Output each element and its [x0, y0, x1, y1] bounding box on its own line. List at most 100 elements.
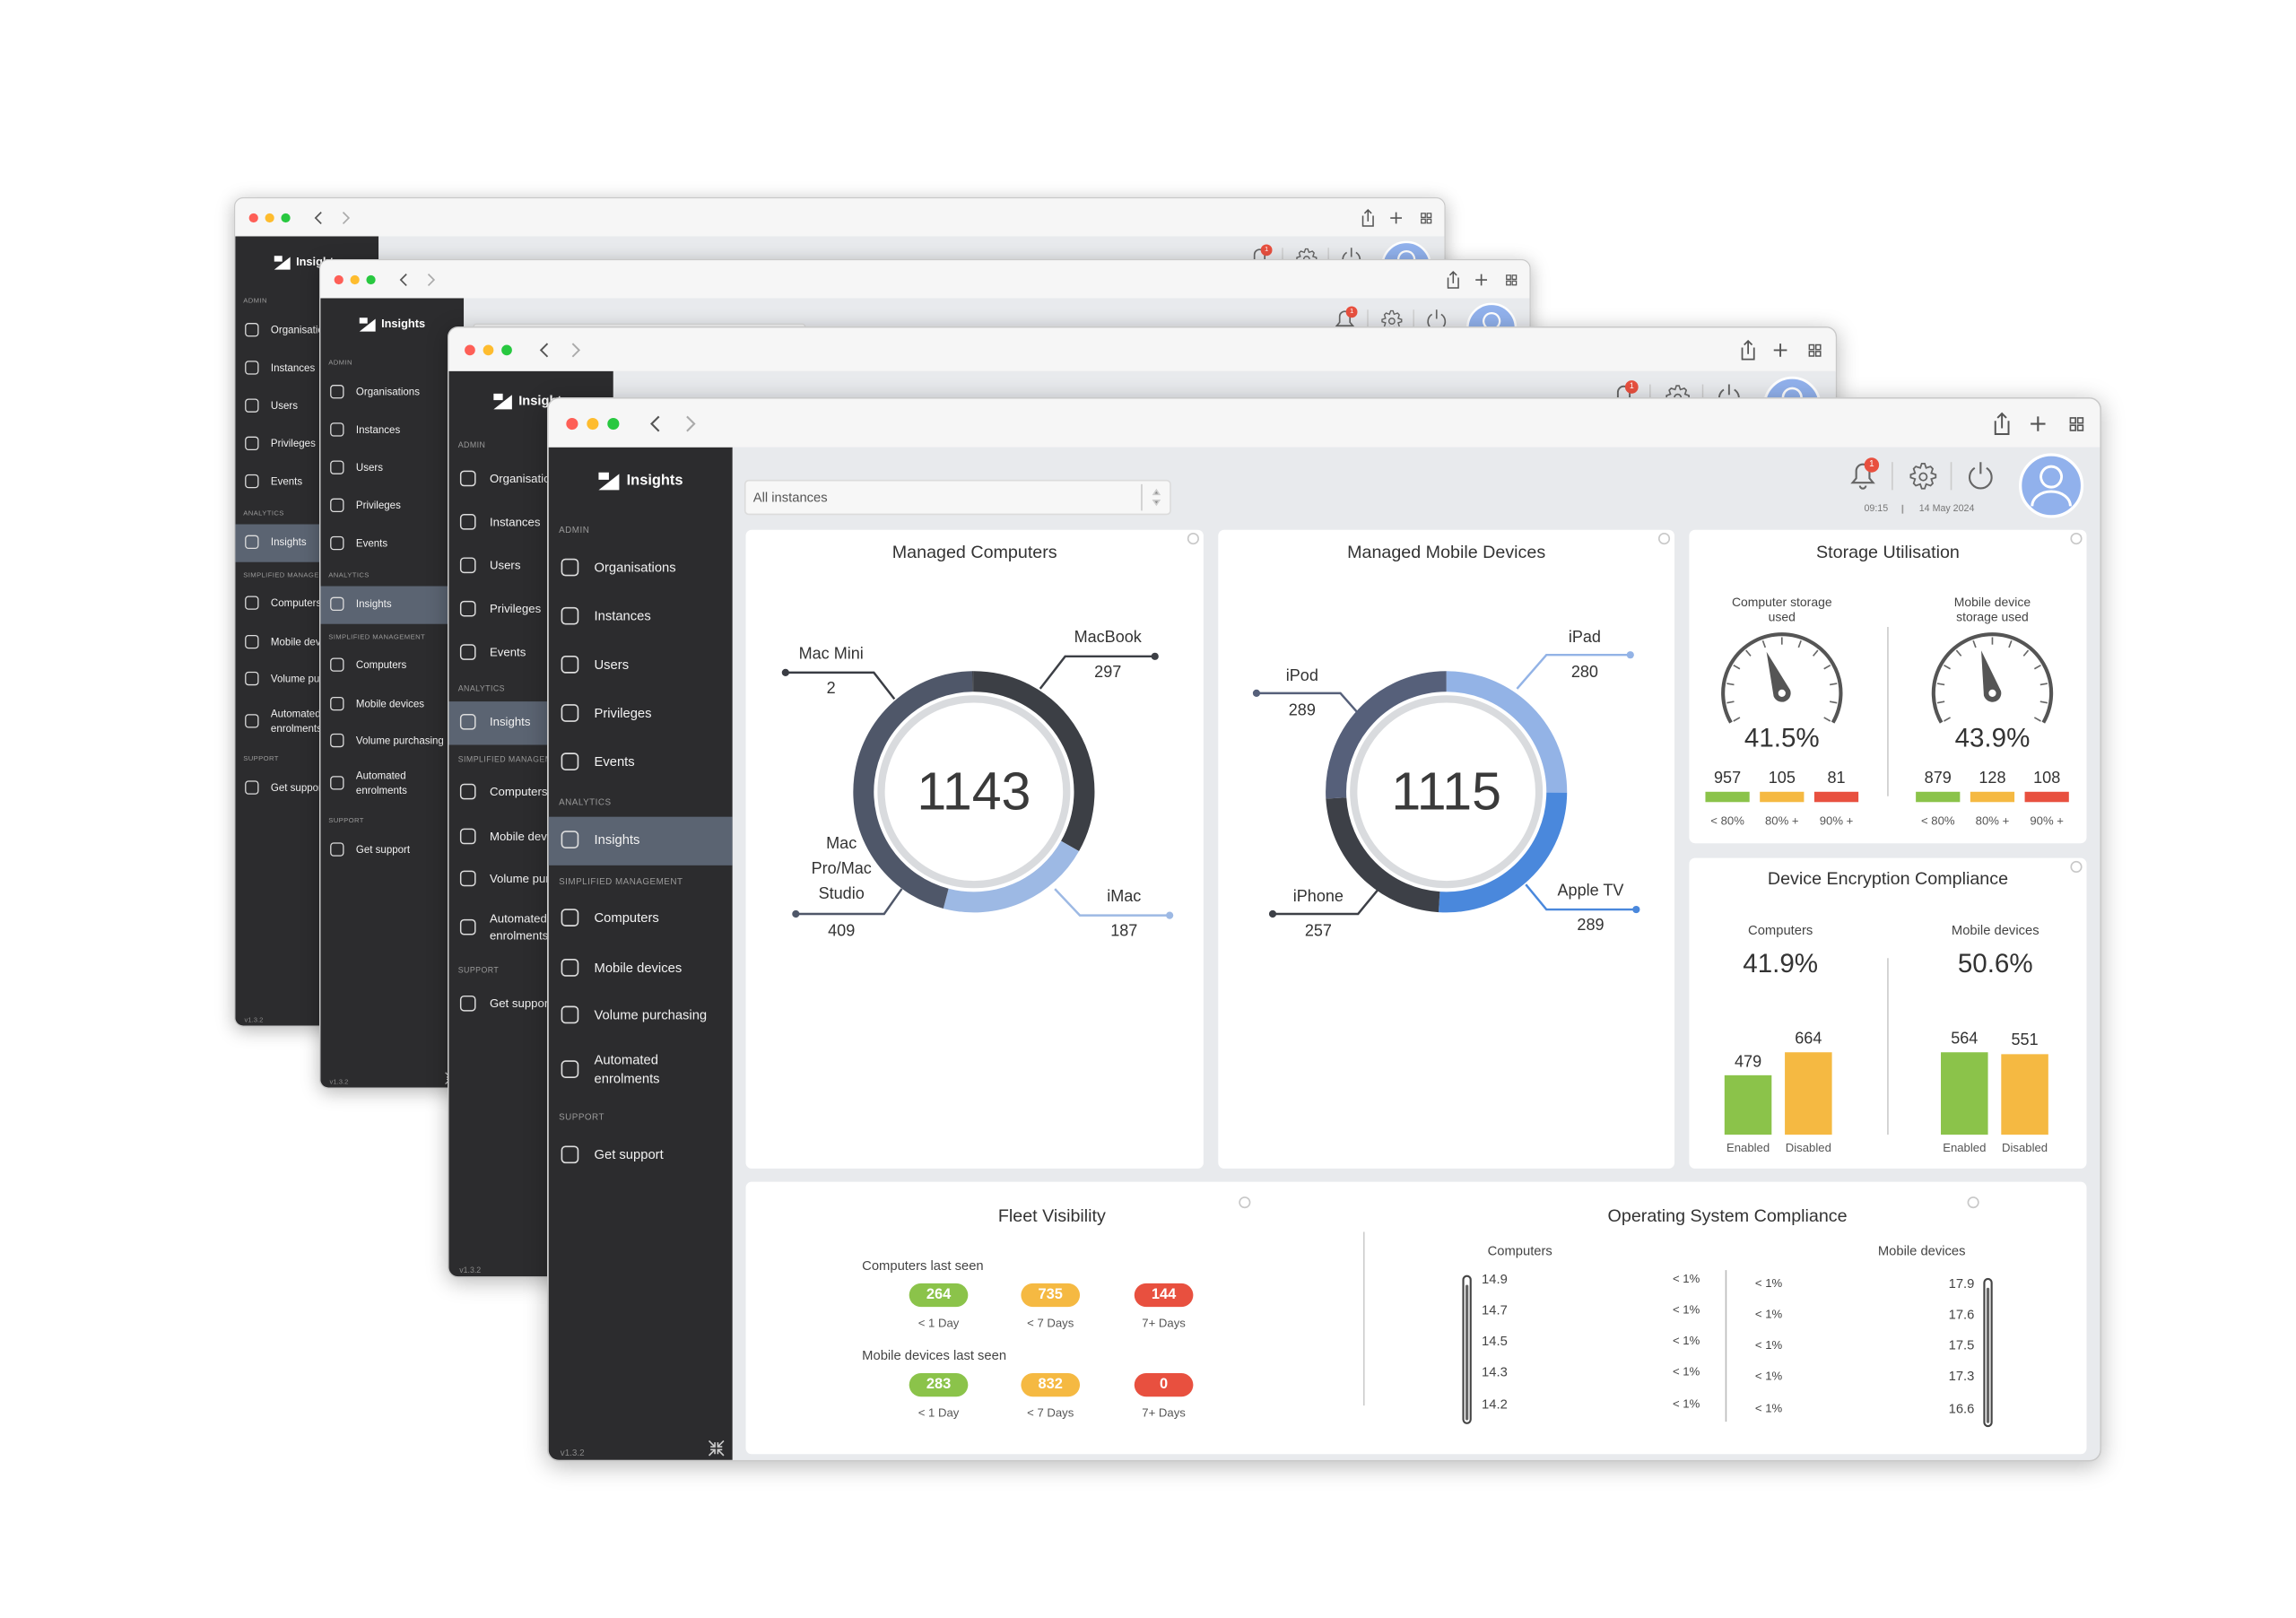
window-button[interactable]: [483, 344, 494, 356]
window-button[interactable]: [334, 274, 344, 285]
segment-value: 187: [1110, 922, 1138, 941]
nav-item[interactable]: Get support: [355, 843, 411, 856]
nav-item[interactable]: Privileges: [355, 499, 401, 511]
new-tab-button[interactable]: [1475, 274, 1488, 286]
nav-item[interactable]: Events: [270, 475, 303, 487]
info-icon[interactable]: [2070, 860, 2083, 874]
nav-item[interactable]: Privileges: [594, 705, 652, 721]
window-button[interactable]: [265, 213, 274, 223]
window-button[interactable]: [281, 213, 291, 223]
nav-item[interactable]: Automated enrolments: [355, 770, 407, 796]
nav-item[interactable]: Computers: [594, 909, 659, 926]
nav-item[interactable]: Computers: [355, 658, 407, 671]
window-button[interactable]: [350, 274, 360, 285]
nav-item[interactable]: Automated enrolments: [270, 708, 322, 735]
back-button[interactable]: [314, 212, 322, 225]
nav-item[interactable]: Events: [355, 537, 388, 549]
share-button[interactable]: [1447, 270, 1459, 289]
nav-item[interactable]: Users: [594, 657, 630, 673]
new-tab-button[interactable]: [2031, 416, 2046, 431]
nav-item[interactable]: Privileges: [489, 602, 542, 616]
nav-item[interactable]: Mobile devices: [594, 960, 683, 976]
forward-button[interactable]: [342, 212, 351, 225]
nav-item[interactable]: Events: [489, 645, 526, 659]
logout-button[interactable]: [1968, 462, 1993, 490]
status-pill: [1134, 1283, 1194, 1308]
nav-item[interactable]: Insights: [270, 535, 307, 548]
nav-item[interactable]: Get support: [489, 996, 552, 1011]
nav-item[interactable]: Get support: [594, 1147, 664, 1162]
gauge-tick: [1812, 649, 1819, 657]
nav-item[interactable]: Computers: [489, 785, 548, 798]
version-meter-fill: [1986, 1287, 1990, 1423]
window-button[interactable]: [566, 417, 578, 431]
window-button[interactable]: [366, 274, 376, 285]
back-button[interactable]: [539, 343, 549, 358]
info-icon[interactable]: [1657, 532, 1671, 545]
info-icon[interactable]: [1187, 532, 1199, 545]
nav-item[interactable]: Users: [489, 558, 521, 572]
window-button[interactable]: [501, 344, 512, 356]
nav-item[interactable]: Volume purchasing: [594, 1007, 708, 1022]
share-button[interactable]: [1361, 208, 1374, 227]
nav-item[interactable]: Insights: [355, 597, 392, 610]
window-button[interactable]: [607, 417, 620, 431]
tabs-button[interactable]: [1808, 344, 1822, 357]
window-button[interactable]: [248, 213, 258, 223]
forward-button[interactable]: [686, 415, 696, 432]
nav-item[interactable]: Automated enrolments: [489, 911, 549, 943]
share-button[interactable]: [1994, 412, 2010, 436]
nav-item[interactable]: Privileges: [270, 437, 316, 449]
settings-button[interactable]: [1909, 462, 1937, 490]
nav-item[interactable]: Get support: [270, 781, 326, 794]
gauge-tick: [1797, 639, 1802, 648]
window-button[interactable]: [465, 344, 475, 356]
nav-item[interactable]: Instances: [270, 361, 316, 374]
gauge-tick: [1733, 664, 1741, 670]
info-icon[interactable]: [1239, 1196, 1251, 1209]
level-label: < 80%: [1920, 814, 1955, 828]
nav-item[interactable]: Insights: [594, 831, 640, 848]
nav-item[interactable]: Mobile devices: [355, 698, 425, 710]
app-name: Insights: [381, 318, 426, 331]
new-tab-button[interactable]: [1773, 344, 1787, 357]
nav-item[interactable]: Instances: [489, 515, 541, 529]
info-icon[interactable]: [1967, 1196, 1979, 1209]
nav-item[interactable]: Instances: [355, 423, 401, 436]
share-button[interactable]: [1741, 339, 1755, 361]
nav-item[interactable]: Computers: [270, 596, 322, 609]
nav-item[interactable]: Insights: [489, 715, 531, 729]
leader-dot: [792, 909, 800, 918]
nav-item[interactable]: Organisations: [489, 472, 563, 485]
forward-button[interactable]: [571, 343, 581, 358]
nav-item[interactable]: Organisations: [594, 560, 676, 575]
nav-section: SUPPORT: [243, 755, 279, 763]
user-avatar[interactable]: [2019, 453, 2084, 518]
nav-item[interactable]: Volume purchasing: [355, 735, 444, 746]
tabs-button[interactable]: [1506, 274, 1518, 286]
nav-item[interactable]: Organisations: [270, 324, 335, 336]
donut-total: 1143: [917, 761, 1031, 822]
back-button[interactable]: [650, 415, 660, 432]
nav-item[interactable]: Organisations: [355, 386, 420, 398]
nav-item[interactable]: Instances: [594, 608, 651, 623]
nav-section: ANALYTICS: [243, 510, 284, 518]
nav-section: ADMIN: [328, 360, 352, 368]
tabs-button[interactable]: [2069, 417, 2084, 431]
bar-label: Enabled: [1726, 1141, 1770, 1155]
instance-select[interactable]: All instances: [744, 479, 1171, 516]
collapse-button[interactable]: [708, 1440, 725, 1457]
app-version: v1.3.2: [244, 1017, 264, 1025]
nav-item[interactable]: Events: [594, 753, 635, 770]
back-button[interactable]: [399, 274, 407, 287]
forward-button[interactable]: [427, 274, 436, 287]
tabs-button[interactable]: [1421, 213, 1432, 224]
segment-label: iPod: [1285, 667, 1318, 685]
new-tab-button[interactable]: [1390, 212, 1403, 224]
nav-item[interactable]: Automated enrolments: [594, 1052, 660, 1086]
info-icon[interactable]: [2070, 532, 2083, 545]
window-button[interactable]: [587, 417, 599, 431]
nav-item[interactable]: Users: [355, 461, 384, 474]
level-count: 128: [1979, 770, 2006, 787]
nav-item[interactable]: Users: [270, 399, 299, 412]
